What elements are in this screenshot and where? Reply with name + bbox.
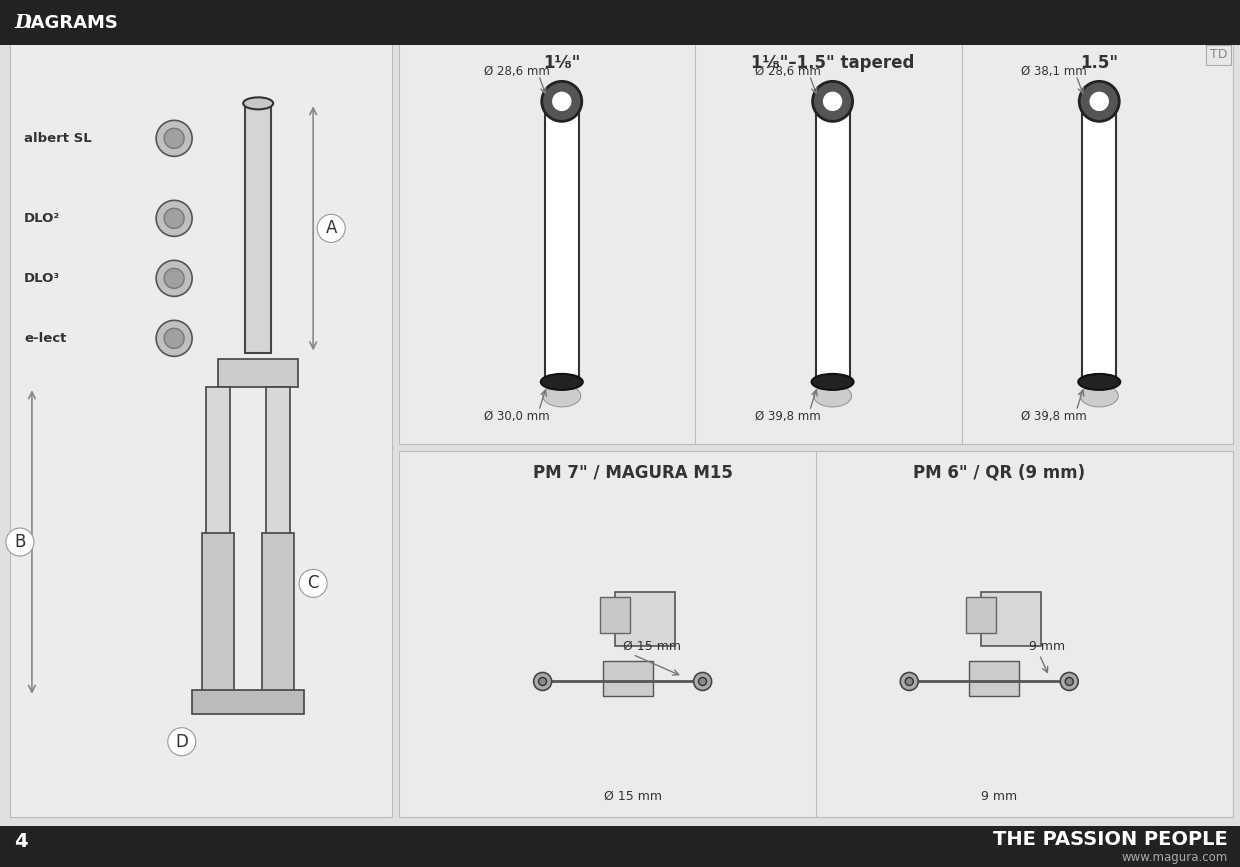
Bar — [1083, 101, 1116, 381]
Bar — [246, 103, 272, 354]
Text: Ø 15 mm: Ø 15 mm — [604, 790, 662, 803]
Text: A: A — [325, 219, 337, 238]
Text: 1⅛"–1.5" tapered: 1⅛"–1.5" tapered — [751, 55, 914, 72]
Text: THE PASSION PEOPLE: THE PASSION PEOPLE — [993, 830, 1228, 849]
Text: IAGRAMS: IAGRAMS — [24, 14, 118, 31]
Bar — [399, 451, 1233, 817]
Circle shape — [552, 91, 573, 112]
Circle shape — [693, 673, 712, 690]
Text: 1⅛": 1⅛" — [543, 55, 580, 72]
Text: Ø 39,8 mm: Ø 39,8 mm — [1022, 410, 1087, 423]
Circle shape — [156, 260, 192, 297]
Text: Ø 28,6 mm: Ø 28,6 mm — [484, 65, 549, 78]
Circle shape — [542, 81, 582, 121]
Text: www.magura.com: www.magura.com — [1122, 851, 1228, 864]
Bar — [615, 592, 675, 647]
Text: Ø 30,0 mm: Ø 30,0 mm — [484, 410, 549, 423]
Ellipse shape — [243, 97, 273, 109]
Text: 1.5": 1.5" — [1080, 55, 1118, 72]
Bar — [192, 690, 304, 714]
Bar — [218, 359, 298, 388]
Text: D: D — [175, 733, 188, 751]
Circle shape — [164, 329, 185, 349]
Ellipse shape — [1080, 385, 1118, 407]
Circle shape — [698, 677, 707, 686]
Text: PM 6" / QR (9 mm): PM 6" / QR (9 mm) — [913, 464, 1085, 482]
Text: Ø 39,8 mm: Ø 39,8 mm — [755, 410, 821, 423]
Ellipse shape — [543, 385, 580, 407]
Text: 9 mm: 9 mm — [981, 790, 1017, 803]
Circle shape — [156, 320, 192, 356]
Circle shape — [1089, 91, 1110, 112]
Text: B: B — [14, 533, 26, 551]
Circle shape — [156, 121, 192, 156]
Circle shape — [1065, 677, 1074, 686]
Text: 4: 4 — [14, 832, 27, 851]
Circle shape — [164, 128, 185, 148]
Bar — [0, 0, 1240, 45]
Text: D: D — [14, 14, 31, 31]
Bar — [202, 533, 234, 697]
Bar — [600, 597, 630, 633]
Bar — [206, 388, 231, 544]
Ellipse shape — [813, 385, 852, 407]
Bar — [0, 826, 1240, 867]
Text: C: C — [308, 574, 319, 592]
Text: DLO²: DLO² — [24, 212, 61, 225]
Circle shape — [533, 673, 552, 690]
Bar — [603, 662, 652, 696]
Text: albert SL: albert SL — [24, 132, 92, 145]
Circle shape — [822, 91, 843, 112]
Text: Ø 28,6 mm: Ø 28,6 mm — [755, 65, 821, 78]
Text: PM 7" / MAGURA M15: PM 7" / MAGURA M15 — [533, 464, 733, 482]
Text: DLO³: DLO³ — [24, 272, 60, 285]
Circle shape — [1060, 673, 1079, 690]
Bar — [399, 43, 1233, 444]
Text: Ø 38,1 mm: Ø 38,1 mm — [1022, 65, 1087, 78]
Circle shape — [156, 200, 192, 237]
Circle shape — [900, 673, 919, 690]
Circle shape — [1079, 81, 1120, 121]
Bar — [544, 101, 579, 381]
Text: TD: TD — [1210, 49, 1228, 62]
Bar — [981, 592, 1042, 647]
Bar — [816, 101, 849, 381]
Bar — [267, 388, 290, 544]
Text: Ø 15 mm: Ø 15 mm — [622, 640, 681, 653]
Bar — [970, 662, 1019, 696]
Text: e-lect: e-lect — [24, 332, 66, 345]
Bar — [966, 597, 996, 633]
Bar — [10, 43, 392, 817]
Circle shape — [905, 677, 913, 686]
Circle shape — [164, 269, 185, 289]
Circle shape — [164, 208, 185, 228]
Bar — [262, 533, 294, 697]
Text: 9 mm: 9 mm — [1029, 640, 1065, 653]
Ellipse shape — [541, 374, 583, 390]
Ellipse shape — [1079, 374, 1120, 390]
Circle shape — [538, 677, 547, 686]
Ellipse shape — [812, 374, 853, 390]
Circle shape — [812, 81, 853, 121]
